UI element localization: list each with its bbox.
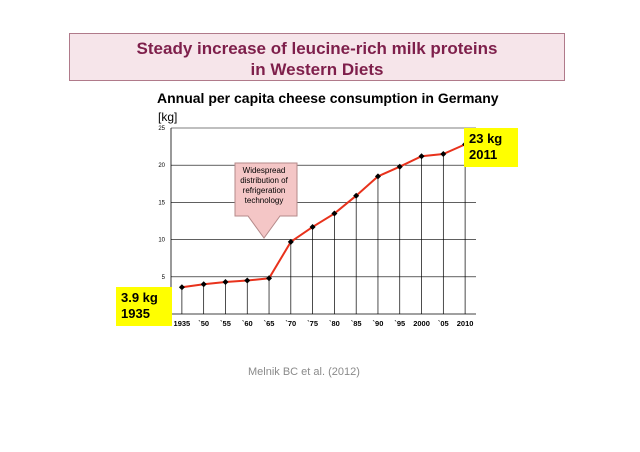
slide-title-line2: in Western Diets (250, 60, 384, 79)
slide-title: Steady increase of leucine-rich milk pro… (69, 33, 565, 81)
start-value-callout: 3.9 kg 1935 (116, 287, 172, 326)
x-tick-label: 2000 (413, 319, 430, 328)
y-axis-unit: [kg] (158, 110, 178, 124)
data-point (266, 275, 273, 282)
chart-title: Annual per capita cheese consumption in … (157, 90, 499, 106)
data-point (222, 279, 229, 286)
down-arrow-icon (234, 162, 298, 239)
data-point (396, 163, 403, 170)
series-group (178, 141, 469, 291)
x-tick-label: `75 (307, 319, 318, 328)
data-point (309, 223, 316, 230)
y-tick-label: 10 (158, 238, 165, 244)
x-tick-label: `95 (394, 319, 405, 328)
series-line (181, 143, 466, 289)
arrow-annotation-text: Widespread distribution of refrigeration… (240, 166, 288, 205)
x-tick-label: `90 (373, 319, 384, 328)
x-tick-label: `65 (264, 319, 275, 328)
y-tick-labels: 5 10 15 20 25 (158, 126, 165, 281)
x-tick-label: `05 (438, 319, 449, 328)
x-tick-label: `50 (198, 319, 209, 328)
x-tick-label: `55 (220, 319, 231, 328)
x-tick-label: `85 (351, 319, 362, 328)
data-point (440, 151, 447, 158)
grid-lines (170, 127, 476, 315)
data-point (353, 192, 360, 199)
x-tick-label: `60 (242, 319, 253, 328)
y-tick-label: 5 (162, 275, 166, 281)
data-point (200, 281, 207, 288)
x-tick-label: `70 (285, 319, 296, 328)
data-point (331, 210, 338, 217)
x-tick-label: `80 (329, 319, 340, 328)
end-value-callout: 23 kg 2011 (464, 128, 518, 167)
y-tick-label: 15 (158, 200, 165, 206)
data-point (418, 153, 425, 160)
y-tick-label: 20 (158, 163, 165, 169)
source-citation: Melnik BC et al. (2012) (248, 366, 360, 378)
x-tick-labels: 1935 `50 `55 `60 `65 `70 `75 `80 `85 `90 `95 2000 `0… (174, 319, 474, 328)
data-point (178, 284, 185, 291)
data-point (244, 277, 251, 284)
data-point (374, 173, 381, 180)
x-tick-label: 2010 (457, 319, 474, 328)
x-tick-label: 1935 (174, 319, 191, 328)
slide-title-line1: Steady increase of leucine-rich milk pro… (136, 39, 498, 58)
data-point (287, 238, 294, 245)
y-tick-label: 25 (158, 126, 165, 132)
